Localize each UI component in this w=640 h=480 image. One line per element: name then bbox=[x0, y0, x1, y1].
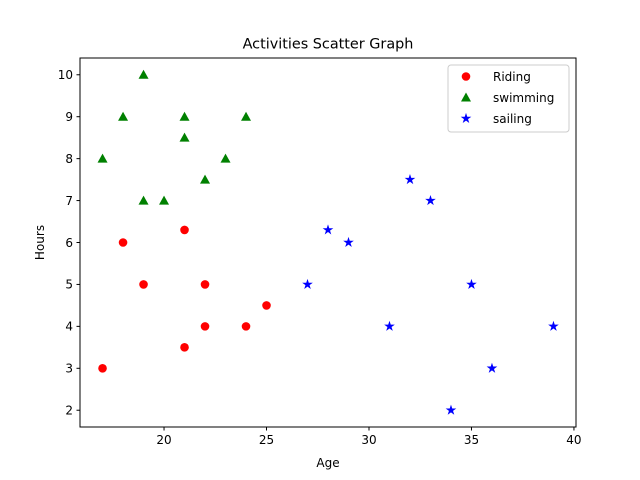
chart-title: Activities Scatter Graph bbox=[243, 37, 414, 53]
y-tick-label: 4 bbox=[65, 320, 73, 334]
point-sailing-7 bbox=[466, 278, 477, 289]
legend-label-swimming: swimming bbox=[493, 91, 554, 105]
y-tick-label: 2 bbox=[65, 404, 73, 418]
x-axis: 20 25 30 35 40 bbox=[156, 427, 582, 447]
y-tick-label: 3 bbox=[65, 362, 73, 376]
point-sailing-1 bbox=[322, 224, 334, 235]
y-tick-label: 5 bbox=[65, 278, 73, 292]
point-swimming-2 bbox=[138, 69, 149, 79]
point-riding-5 bbox=[200, 280, 210, 289]
y-axis: 2 3 4 5 6 7 8 9 10 bbox=[58, 68, 80, 418]
legend-box bbox=[447, 64, 570, 133]
x-axis-label: Age bbox=[316, 456, 339, 470]
legend-label-sailing: sailing bbox=[493, 112, 532, 126]
x-tick-label: 30 bbox=[361, 433, 376, 447]
point-riding-0 bbox=[98, 363, 107, 373]
point-swimming-5 bbox=[179, 111, 190, 121]
legend-marker-swimming bbox=[461, 92, 471, 102]
plot-marks bbox=[97, 69, 559, 415]
point-riding-2 bbox=[139, 280, 148, 289]
point-sailing-6 bbox=[445, 404, 457, 415]
y-tick-label: 7 bbox=[65, 194, 73, 208]
point-sailing-9 bbox=[548, 320, 559, 331]
point-sailing-8 bbox=[486, 362, 498, 373]
point-sailing-2 bbox=[343, 236, 354, 248]
legend-marker-riding bbox=[461, 72, 471, 81]
y-tick-label: 9 bbox=[65, 110, 73, 124]
point-riding-3 bbox=[180, 225, 189, 235]
legend: Riding swimming sailing bbox=[447, 64, 570, 133]
point-riding-6 bbox=[200, 322, 210, 331]
point-riding-1 bbox=[118, 238, 128, 247]
y-tick-label: 8 bbox=[65, 152, 73, 166]
x-tick-label: 40 bbox=[566, 433, 581, 447]
legend-label-riding: Riding bbox=[493, 70, 531, 84]
point-swimming-6 bbox=[179, 132, 190, 142]
legend-marker-sailing bbox=[460, 112, 472, 124]
point-swimming-4 bbox=[159, 195, 170, 205]
point-swimming-0 bbox=[97, 153, 108, 163]
point-swimming-9 bbox=[241, 111, 252, 121]
y-axis-label: Hours bbox=[33, 225, 47, 260]
point-sailing-3 bbox=[384, 320, 395, 331]
point-swimming-3 bbox=[138, 195, 149, 205]
point-sailing-4 bbox=[404, 174, 416, 185]
y-tick-label: 10 bbox=[58, 68, 73, 82]
x-tick-label: 20 bbox=[156, 433, 171, 447]
x-tick-label: 35 bbox=[464, 433, 479, 447]
point-riding-8 bbox=[262, 301, 271, 310]
point-sailing-5 bbox=[425, 194, 436, 206]
point-riding-7 bbox=[241, 322, 251, 331]
point-swimming-1 bbox=[118, 111, 129, 121]
point-swimming-7 bbox=[200, 174, 211, 184]
point-riding-4 bbox=[180, 343, 189, 352]
y-tick-label: 6 bbox=[65, 236, 73, 250]
x-tick-label: 25 bbox=[259, 433, 274, 447]
point-sailing-0 bbox=[302, 278, 313, 289]
point-swimming-8 bbox=[220, 153, 231, 163]
